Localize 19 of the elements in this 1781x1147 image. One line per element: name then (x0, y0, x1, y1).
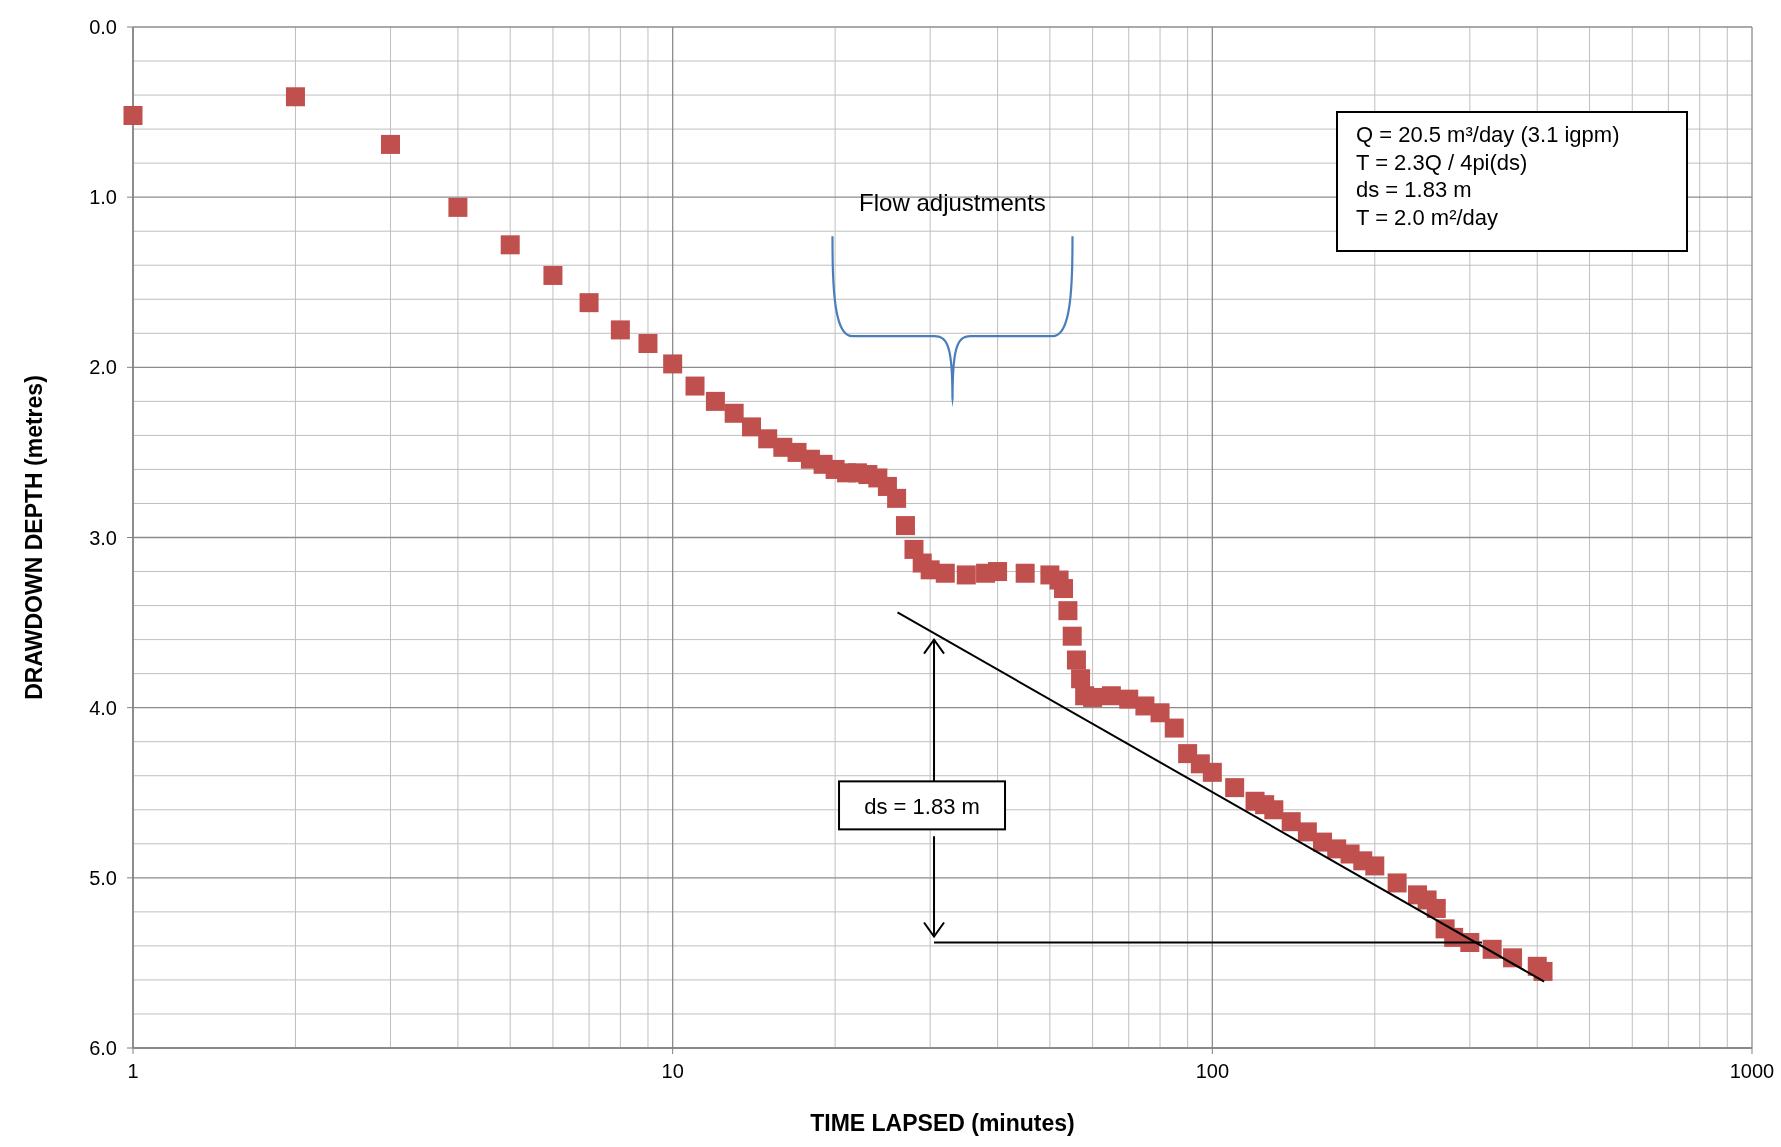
x-tick-label: 1 (127, 1060, 139, 1082)
annotation: Flow adjustments (859, 189, 1046, 217)
x-axis-title: TIME LAPSED (minutes) (810, 1110, 1075, 1136)
y-tick-label: 6.0 (89, 1037, 117, 1059)
y-tick-label: 3.0 (89, 526, 117, 549)
annotation: T = 2.0 m²/day (1356, 204, 1499, 230)
annotation: ds = 1.83 m (1356, 177, 1472, 202)
y-tick-label: 0.0 (89, 16, 117, 38)
annotation: ds = 1.83 m (864, 794, 980, 820)
annotation: Q = 20.5 m³/day (3.1 igpm) (1356, 122, 1620, 147)
x-tick-label: 10 (661, 1060, 684, 1082)
y-tick-label: 2.0 (89, 356, 117, 379)
y-axis-title: DRAWDOWN DEPTH (metres) (21, 375, 47, 700)
annotation: T = 2.3Q / 4pi(ds) (1356, 149, 1528, 175)
y-tick-label: 1.0 (89, 186, 117, 209)
y-tick-label: 4.0 (89, 696, 117, 719)
x-tick-label: 1000 (1729, 1060, 1775, 1082)
x-tick-label: 100 (1195, 1060, 1230, 1082)
y-tick-label: 5.0 (89, 866, 117, 889)
